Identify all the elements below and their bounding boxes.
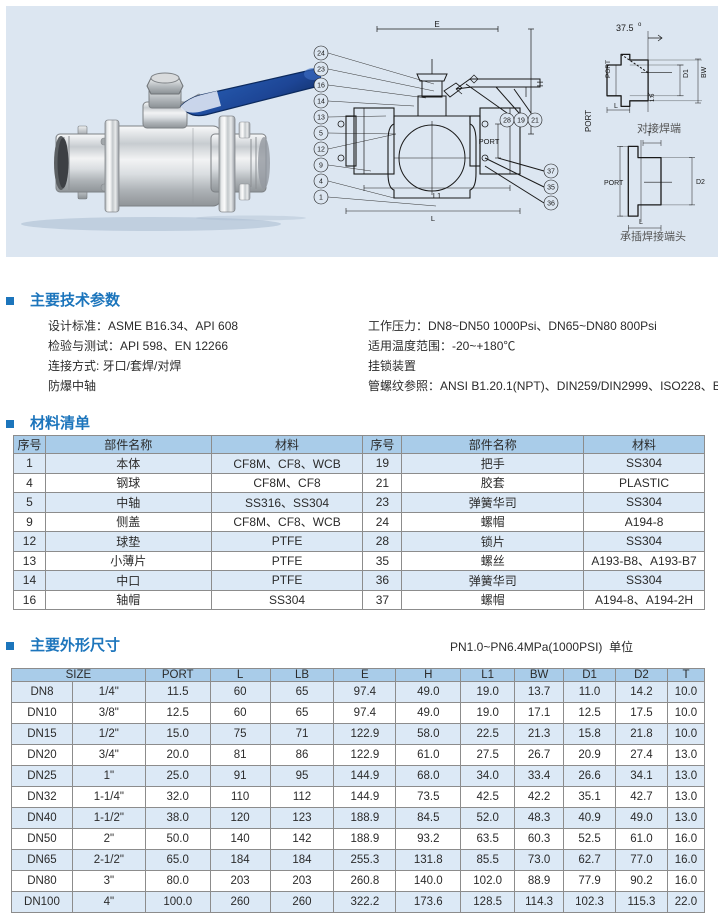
- svg-text:16: 16: [317, 83, 325, 90]
- svg-text:L: L: [431, 214, 435, 223]
- svg-text:1: 1: [319, 195, 323, 202]
- svg-text:37.5: 37.5: [616, 23, 634, 33]
- svg-text:PORT: PORT: [479, 137, 500, 146]
- svg-text:PORT: PORT: [604, 180, 624, 187]
- svg-text:4: 4: [319, 179, 323, 186]
- svg-text:L: L: [639, 219, 643, 226]
- svg-text:28: 28: [503, 118, 511, 125]
- svg-text:L: L: [614, 103, 618, 110]
- svg-text:D2: D2: [696, 179, 705, 186]
- svg-text:承插焊接端头: 承插焊接端头: [620, 229, 686, 243]
- svg-text:BW: BW: [701, 66, 708, 78]
- svg-text:PORT: PORT: [605, 60, 612, 78]
- svg-text:对接焊端: 对接焊端: [637, 121, 681, 135]
- svg-text:21: 21: [531, 118, 539, 125]
- svg-text:9: 9: [319, 163, 323, 170]
- svg-text:PORT: PORT: [584, 110, 593, 132]
- svg-text:19: 19: [517, 118, 525, 125]
- svg-text:T: T: [647, 131, 652, 138]
- svg-text:35: 35: [547, 185, 555, 192]
- svg-text:24: 24: [317, 51, 325, 58]
- svg-text:23: 23: [317, 67, 325, 74]
- svg-text:L1: L1: [433, 191, 441, 200]
- svg-text:H: H: [535, 81, 544, 87]
- svg-text:37: 37: [547, 169, 555, 176]
- svg-text:36: 36: [547, 201, 555, 208]
- svg-text:13: 13: [317, 115, 325, 122]
- svg-text:o: o: [638, 22, 642, 28]
- svg-text:12: 12: [317, 147, 325, 154]
- svg-text:5: 5: [319, 131, 323, 138]
- svg-text:E: E: [434, 20, 439, 29]
- svg-text:14: 14: [317, 99, 325, 106]
- svg-text:D1: D1: [683, 69, 690, 78]
